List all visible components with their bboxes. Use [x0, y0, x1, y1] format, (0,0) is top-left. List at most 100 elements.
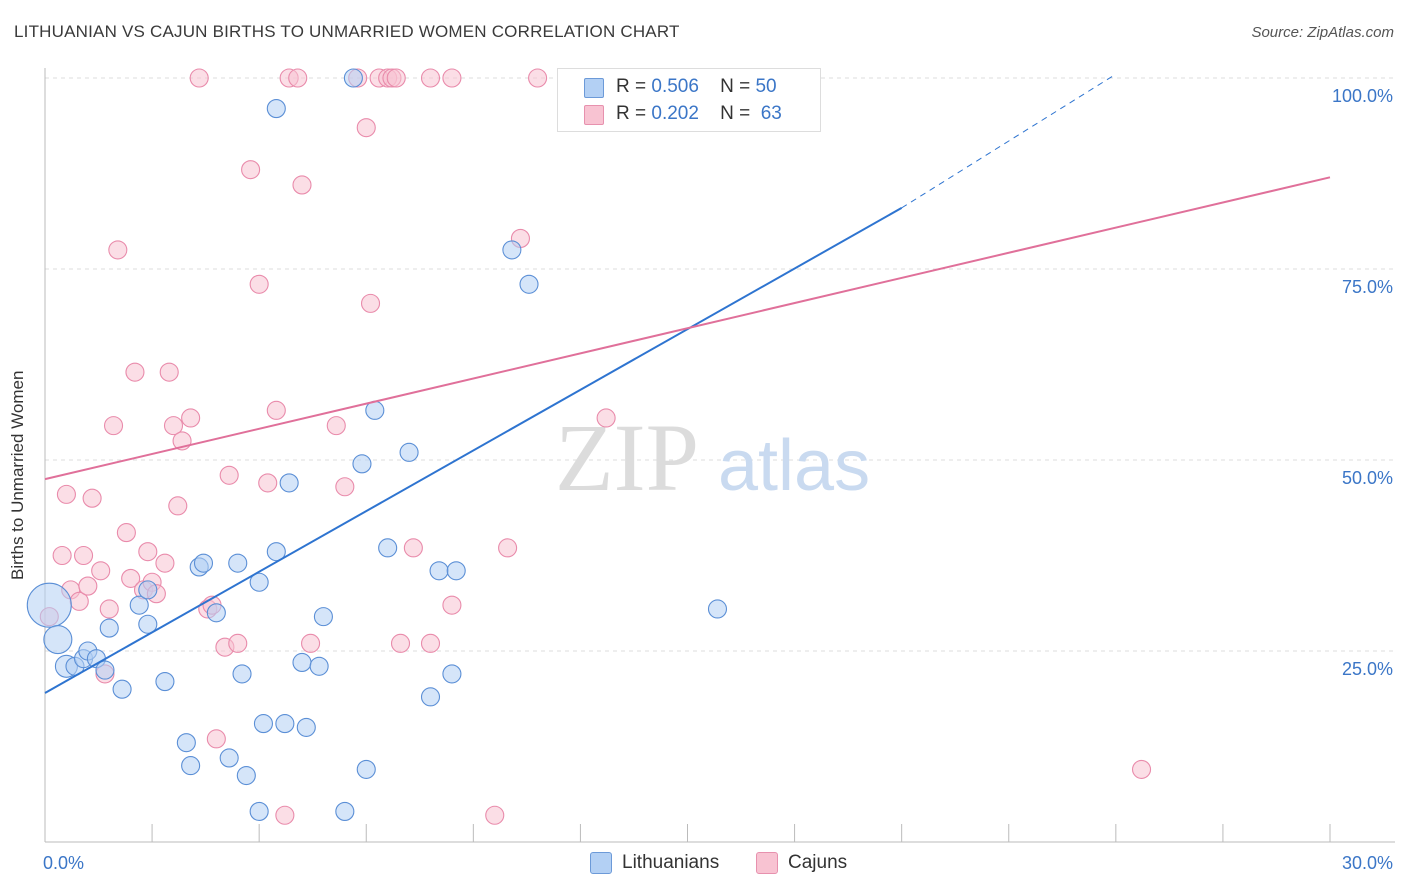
cajun-point: [356, 118, 376, 138]
lithuanian-point: [266, 542, 286, 562]
cajun-point: [386, 68, 406, 88]
cajun-point: [241, 160, 261, 180]
lithuanian-point: [99, 618, 119, 638]
lithuanian-point: [275, 714, 295, 734]
legend-r-value: 0.506: [651, 76, 699, 97]
cajun-point: [420, 68, 441, 88]
cajun-point: [596, 408, 616, 428]
cajun-point: [159, 362, 179, 382]
legend-n-label: N =: [720, 76, 751, 97]
lithuanian-point: [232, 664, 252, 684]
lithuanian-point: [266, 99, 286, 119]
cajun-point: [189, 68, 209, 88]
cajun-point: [335, 477, 355, 497]
cajun-point: [103, 416, 124, 436]
lithuanian-point: [519, 274, 539, 294]
cajun-point: [219, 465, 239, 485]
lithuanian-point: [176, 733, 196, 753]
cajun-point: [266, 400, 286, 420]
cajun-point: [206, 729, 226, 749]
lithuanian-point: [313, 607, 333, 627]
cajun-point: [258, 473, 278, 493]
tick-labels: 25.0% 50.0% 75.0% 100.0% 0.0% 30.0%: [43, 86, 1393, 873]
lithuanian-point: [181, 756, 201, 776]
y-axis-label: Births to Unmarried Women: [8, 370, 27, 580]
cajun-points: [39, 68, 1152, 825]
trend-lines: [44, 73, 1331, 694]
legend-n-label: N =: [720, 103, 751, 124]
lithuanian-point: [112, 679, 132, 699]
y-tick-label: 25.0%: [1342, 659, 1393, 679]
cajun-point: [528, 68, 548, 88]
cajun-point: [442, 595, 462, 615]
bottom-legend-swatch-pink: [756, 852, 778, 874]
legend-n-value: 50: [755, 76, 777, 97]
lithuanian-point: [399, 442, 419, 462]
lithuanian-point: [138, 614, 158, 634]
lithuanian-point: [378, 538, 398, 558]
cajun-point: [403, 538, 423, 558]
legend-r-label: R =: [616, 76, 647, 97]
cajun-point: [360, 293, 381, 313]
lithuanian-point: [129, 595, 149, 615]
cajun-point: [116, 523, 136, 543]
lithuanian-point: [228, 553, 248, 573]
legend-swatch-pink: [584, 105, 604, 125]
lithuanian-point: [356, 759, 376, 779]
cajun-point: [288, 68, 308, 88]
lithuanian-point: [236, 765, 256, 786]
lithuanian-point: [253, 714, 274, 734]
source-label: Source: ZipAtlas.com: [1251, 24, 1394, 41]
lithuanian-point: [502, 240, 522, 260]
cajun-point: [82, 488, 102, 508]
lithuanian-point: [292, 652, 312, 673]
bottom-legend-lithuanians: Lithuanians: [590, 852, 719, 874]
cajun-point: [56, 484, 76, 504]
lithuanian-point: [429, 561, 449, 581]
cajun-point: [108, 240, 128, 260]
lithuanian-point: [279, 473, 299, 493]
lithuanian-point: [138, 580, 158, 600]
cajun-point: [168, 496, 188, 516]
lithuanian-point: [26, 582, 72, 628]
bottom-legend-swatch-blue: [590, 852, 612, 874]
lithuanian-point: [707, 599, 728, 619]
cajun-trend-line: [44, 176, 1331, 481]
y-tick-label: 100.0%: [1332, 86, 1393, 106]
bottom-legend-cajuns: Cajuns: [756, 852, 847, 874]
legend-r-value: 0.202: [651, 103, 699, 124]
lithuanian-point: [193, 553, 214, 573]
bottom-legend-label: Lithuanians: [622, 852, 720, 873]
cajun-point: [91, 561, 111, 581]
cajun-point: [155, 553, 175, 573]
lithuanian-trend-extension: [901, 73, 1117, 209]
cajun-point: [275, 805, 295, 825]
cajun-point: [301, 633, 321, 653]
lithuanian-point: [420, 687, 441, 707]
legend-n-value: 63: [760, 103, 782, 124]
legend-r-label: R =: [616, 103, 647, 124]
correlation-legend: R = 0.506 N = 50 R = 0.202 N = 63: [557, 68, 821, 132]
cajun-point: [1131, 759, 1152, 779]
cajun-point: [228, 633, 248, 653]
cajun-point: [292, 175, 312, 195]
cajun-point: [498, 538, 518, 558]
lithuanian-point: [206, 603, 226, 623]
cajun-point: [181, 408, 201, 428]
cajun-point: [163, 416, 184, 436]
legend-swatch-blue: [584, 78, 604, 98]
cajun-point: [249, 274, 269, 294]
watermark-atlas: atlas: [718, 426, 870, 506]
lithuanian-point: [95, 660, 115, 680]
y-tick-label: 50.0%: [1342, 468, 1393, 488]
x-tick-label: 30.0%: [1342, 853, 1393, 873]
cajun-point: [74, 545, 94, 566]
lithuanian-point: [219, 748, 239, 768]
cajun-point: [442, 68, 462, 88]
chart-title: LITHUANIAN VS CAJUN BIRTHS TO UNMARRIED …: [14, 22, 680, 41]
lithuanian-point: [352, 454, 372, 474]
lithuanian-point: [43, 624, 73, 655]
lithuanian-point: [249, 801, 269, 821]
cajun-point: [99, 599, 119, 619]
